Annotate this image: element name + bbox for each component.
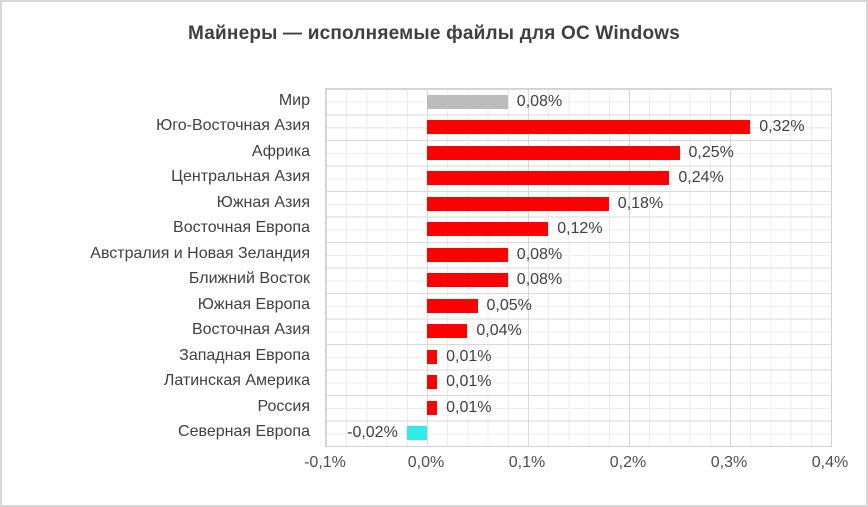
x-tick-label: 0,0% [407,454,445,471]
value-label: 0,25% [688,143,734,161]
value-label: 0,18% [617,194,664,212]
category-label: Мир [278,91,310,109]
bar [427,273,508,288]
bar [427,120,751,135]
x-tick-label: 0,4% [811,454,849,471]
bar [427,196,609,211]
bar [427,400,438,415]
category-label: Южная Европа [197,295,310,313]
value-label: 0,12% [557,220,603,238]
value-label: 0,01% [446,398,492,416]
category-label: Африка [251,142,310,160]
chart-title: Майнеры — исполняемые файлы для ОС Windo… [188,23,680,44]
bar [406,426,427,441]
bar [427,222,549,237]
bar [427,349,438,364]
category-label: Центральная Азия [171,168,310,186]
value-label: 0,08% [516,92,563,110]
x-tick-label: 0,2% [609,454,647,471]
bar [427,375,438,390]
bar [427,94,508,109]
value-label: 0,04% [476,322,522,340]
value-label: 0,24% [678,169,724,187]
bar [427,145,680,160]
bar [427,171,670,186]
category-label: Ближний Восток [188,270,310,288]
x-axis: -0,1% 0,0% 0,1% 0,2% 0,3% 0,4% [2,454,866,478]
category-label: Западная Европа [179,346,310,364]
bar [427,298,478,313]
value-label: 0,01% [446,347,492,365]
value-label: 0,08% [516,271,563,289]
value-label: 0,32% [759,118,805,136]
bar [427,324,468,339]
category-label: Латинская Америка [163,372,310,390]
category-label: Восточная Азия [191,321,310,339]
plot-area: 0,08% 0,32% 0,25% 0,24% 0,18% 0,12% 0,08% 0,08%… [325,88,832,447]
category-label: Южная Азия [216,193,310,211]
bar [427,247,508,262]
value-label: 0,05% [486,296,532,314]
category-label: Россия [257,397,310,415]
x-tick-label: 0,1% [508,454,546,471]
category-label: Юго-Восточная Азия [156,117,310,135]
value-label: -0,02% [347,424,398,442]
category-label: Восточная Европа [173,219,310,237]
category-label: Северная Европа [178,423,310,441]
category-axis: Мир Юго-Восточная Азия Африка Центральная А… [2,88,318,445]
value-label: 0,08% [516,245,563,263]
x-tick-label: 0,3% [710,454,748,471]
x-tick-label: -0,1% [304,454,346,471]
value-label: 0,01% [446,373,492,391]
category-label: Австралия и Новая Зеландия [90,244,310,262]
